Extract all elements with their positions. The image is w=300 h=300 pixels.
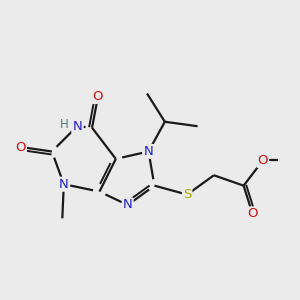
Text: N: N: [144, 145, 153, 158]
Text: O: O: [16, 140, 26, 154]
Text: O: O: [258, 154, 268, 167]
Text: O: O: [247, 207, 258, 220]
Text: N: N: [123, 199, 133, 212]
Text: N: N: [72, 120, 82, 133]
Text: O: O: [93, 90, 103, 103]
Text: H: H: [59, 118, 68, 131]
Text: S: S: [183, 188, 191, 201]
Text: N: N: [59, 178, 69, 191]
